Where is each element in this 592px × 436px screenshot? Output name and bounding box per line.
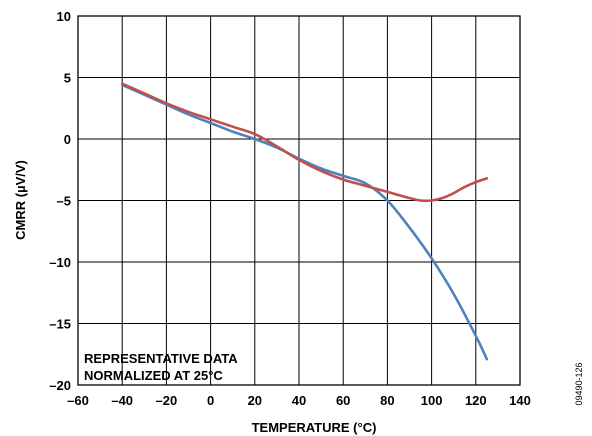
x-tick-label: –40 xyxy=(111,393,133,408)
plot-frame xyxy=(77,15,521,386)
y-tick-label: 10 xyxy=(57,9,71,24)
y-tick-label: –20 xyxy=(49,378,71,393)
grid-lines xyxy=(77,15,521,386)
series-line-1 xyxy=(120,83,489,361)
x-tick-label: 20 xyxy=(248,393,262,408)
x-tick-label: 120 xyxy=(465,393,487,408)
y-tick-label: –10 xyxy=(49,255,71,270)
y-tick-label: 0 xyxy=(64,132,71,147)
x-tick-label: 60 xyxy=(336,393,350,408)
y-tick-label: 5 xyxy=(64,71,71,86)
y-tick-labels: 10 5 0 –5 –10 –15 –20 xyxy=(49,9,71,393)
y-axis-title: CMRR (µV/V) xyxy=(13,160,28,240)
figure-id: 09490-126 xyxy=(574,362,584,405)
x-tick-label: 0 xyxy=(207,393,214,408)
x-tick-label: –60 xyxy=(67,393,89,408)
series-line-2 xyxy=(120,82,489,203)
annotation-line-2: NORMALIZED AT 25°C xyxy=(84,368,223,383)
x-tick-label: 80 xyxy=(380,393,394,408)
x-tick-label: 140 xyxy=(509,393,531,408)
x-tick-label: 40 xyxy=(292,393,306,408)
y-tick-label: –5 xyxy=(57,194,71,209)
y-tick-label: –15 xyxy=(49,317,71,332)
x-tick-label: –20 xyxy=(156,393,178,408)
x-tick-label: 100 xyxy=(421,393,443,408)
x-tick-labels: –60 –40 –20 0 20 40 60 80 100 120 140 xyxy=(67,393,531,408)
series-group xyxy=(120,82,489,361)
annotation-line-1: REPRESENTATIVE DATA xyxy=(84,351,238,366)
x-axis-title: TEMPERATURE (°C) xyxy=(252,420,377,435)
